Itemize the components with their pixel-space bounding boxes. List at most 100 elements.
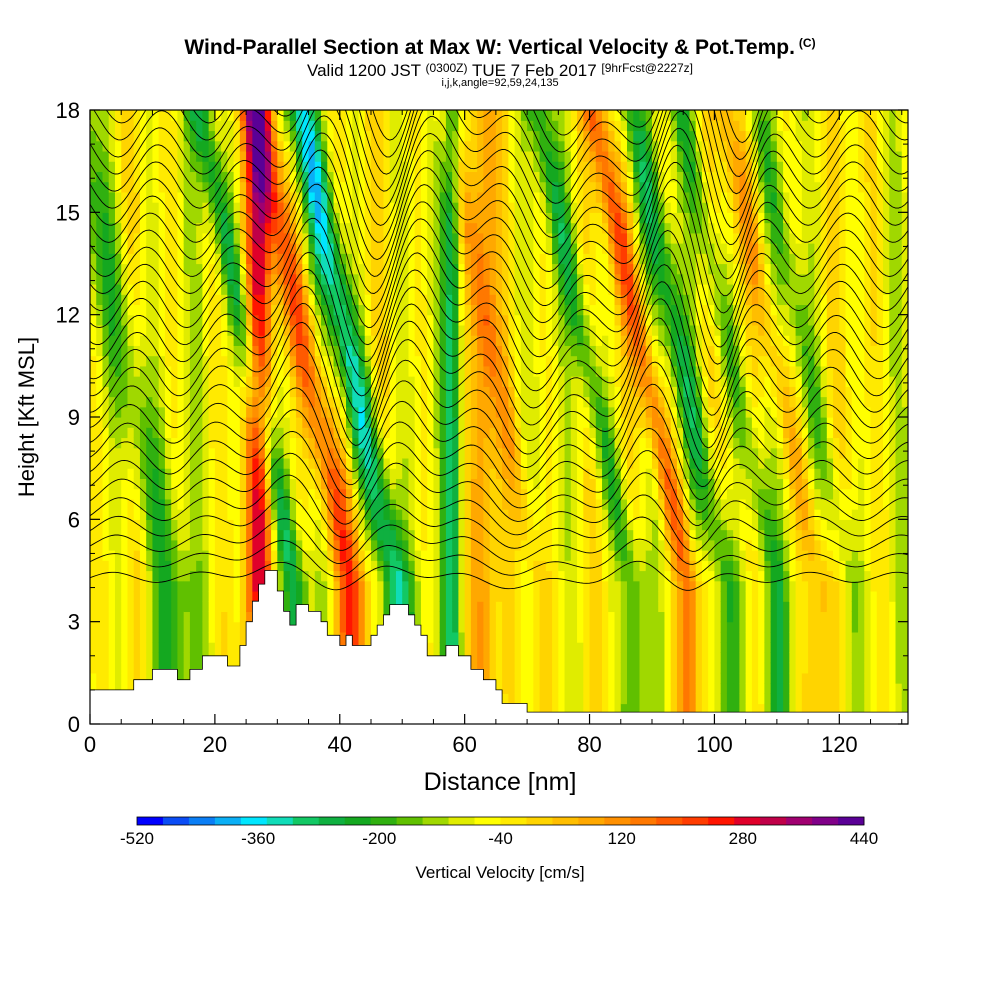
velocity-cell bbox=[308, 324, 316, 336]
velocity-cell bbox=[352, 417, 360, 428]
velocity-cell bbox=[377, 550, 385, 561]
velocity-cell bbox=[233, 396, 241, 408]
velocity-cell bbox=[221, 294, 228, 306]
velocity-cell bbox=[271, 212, 278, 224]
velocity-cell bbox=[420, 304, 428, 316]
velocity-cell bbox=[214, 519, 222, 531]
velocity-cell bbox=[327, 447, 335, 459]
velocity-cell bbox=[377, 283, 385, 295]
velocity-cell bbox=[271, 273, 278, 285]
velocity-cell bbox=[158, 191, 166, 203]
velocity-cell bbox=[489, 417, 497, 428]
velocity-cell bbox=[539, 376, 547, 387]
velocity-cell bbox=[227, 519, 235, 531]
velocity-cell bbox=[414, 324, 422, 336]
velocity-cell bbox=[527, 386, 534, 398]
velocity-cell bbox=[602, 488, 609, 500]
velocity-cell bbox=[495, 539, 503, 551]
velocity-cell bbox=[246, 509, 253, 520]
velocity-cell bbox=[146, 324, 154, 336]
velocity-cell bbox=[127, 447, 135, 459]
velocity-cell bbox=[271, 468, 278, 479]
velocity-cell bbox=[539, 150, 547, 162]
velocity-cell bbox=[127, 253, 135, 265]
velocity-cell bbox=[227, 570, 235, 582]
velocity-cell bbox=[383, 580, 391, 592]
velocity-cell bbox=[264, 222, 272, 234]
velocity-cell bbox=[495, 181, 503, 193]
velocity-cell bbox=[577, 693, 584, 705]
velocity-cell bbox=[489, 140, 497, 152]
velocity-cell bbox=[114, 468, 122, 479]
velocity-cell bbox=[420, 498, 428, 510]
velocity-cell bbox=[302, 570, 310, 582]
velocity-cell bbox=[152, 314, 160, 326]
velocity-cell bbox=[570, 447, 578, 459]
velocity-cell bbox=[252, 181, 260, 193]
velocity-cell bbox=[296, 110, 303, 121]
velocity-cell bbox=[583, 447, 591, 459]
velocity-cell bbox=[133, 202, 141, 213]
velocity-cell bbox=[327, 110, 335, 121]
velocity-cell bbox=[564, 171, 572, 183]
velocity-cell bbox=[127, 590, 135, 602]
velocity-cell bbox=[214, 539, 222, 551]
velocity-cell bbox=[171, 130, 179, 142]
velocity-cell bbox=[433, 437, 441, 449]
velocity-cell bbox=[552, 232, 559, 244]
velocity-cell bbox=[296, 437, 303, 449]
velocity-cell bbox=[302, 509, 310, 520]
velocity-cell bbox=[383, 191, 391, 203]
velocity-cell bbox=[483, 212, 491, 224]
velocity-cell bbox=[102, 652, 110, 664]
velocity-cell bbox=[121, 529, 129, 541]
velocity-cell bbox=[470, 314, 478, 326]
velocity-cell bbox=[358, 488, 366, 500]
velocity-cell bbox=[595, 171, 603, 183]
velocity-cell bbox=[470, 519, 478, 531]
velocity-cell bbox=[445, 427, 453, 439]
velocity-cell bbox=[427, 263, 435, 275]
velocity-cell bbox=[127, 580, 135, 592]
velocity-cell bbox=[502, 273, 509, 285]
velocity-cell bbox=[321, 437, 328, 449]
velocity-cell bbox=[427, 345, 435, 357]
velocity-cell bbox=[533, 253, 541, 265]
velocity-cell bbox=[308, 120, 316, 132]
velocity-cell bbox=[489, 560, 497, 572]
velocity-cell bbox=[427, 253, 435, 265]
velocity-cell bbox=[577, 202, 584, 213]
velocity-cell bbox=[164, 140, 172, 152]
velocity-cell bbox=[102, 601, 110, 613]
velocity-cell bbox=[533, 130, 541, 142]
velocity-cell bbox=[152, 150, 160, 162]
velocity-cell bbox=[545, 693, 553, 705]
velocity-cell bbox=[508, 202, 516, 213]
velocity-cell bbox=[333, 181, 341, 193]
velocity-cell bbox=[177, 437, 185, 449]
velocity-cell bbox=[283, 560, 291, 572]
velocity-cell bbox=[152, 171, 160, 183]
velocity-cell bbox=[558, 273, 566, 285]
velocity-cell bbox=[564, 335, 572, 346]
velocity-cell bbox=[196, 550, 203, 561]
velocity-cell bbox=[183, 171, 191, 183]
velocity-cell bbox=[602, 171, 609, 183]
velocity-cell bbox=[189, 232, 197, 244]
velocity-cell bbox=[370, 611, 378, 623]
velocity-cell bbox=[570, 345, 578, 357]
velocity-cell bbox=[470, 253, 478, 265]
velocity-cell bbox=[564, 253, 572, 265]
velocity-cell bbox=[414, 437, 422, 449]
velocity-cell bbox=[271, 386, 278, 398]
velocity-cell bbox=[183, 560, 191, 572]
velocity-cell bbox=[508, 110, 516, 121]
velocity-cell bbox=[171, 355, 179, 367]
velocity-cell bbox=[364, 324, 372, 336]
velocity-cell bbox=[233, 519, 241, 531]
velocity-cell bbox=[189, 222, 197, 234]
velocity-cell bbox=[358, 621, 366, 633]
velocity-cell bbox=[102, 273, 110, 285]
velocity-cell bbox=[258, 263, 266, 275]
velocity-cell bbox=[127, 488, 135, 500]
